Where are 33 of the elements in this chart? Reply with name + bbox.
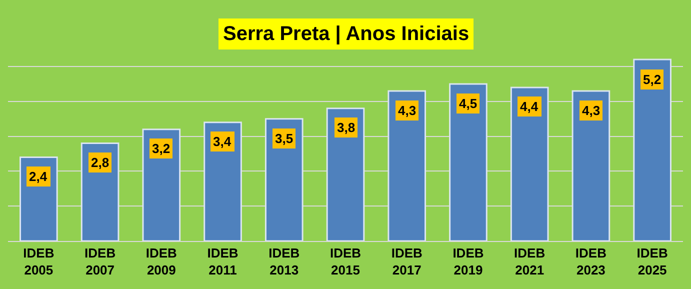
data-label: 4,4 bbox=[520, 99, 539, 114]
data-label: 3,4 bbox=[213, 134, 232, 149]
bar bbox=[142, 128, 181, 241]
bar bbox=[388, 90, 426, 241]
x-tick-label: IDEB 2019 bbox=[452, 246, 484, 278]
bar bbox=[326, 108, 365, 241]
data-label: 3,8 bbox=[337, 120, 356, 135]
bar bbox=[80, 142, 120, 241]
x-tick-label: IDEB 2023 bbox=[575, 246, 606, 278]
data-label: 2,4 bbox=[29, 169, 48, 184]
bar bbox=[510, 86, 549, 241]
bar bbox=[264, 118, 304, 241]
x-tick-label: IDEB 2025 bbox=[636, 246, 668, 278]
chart-title: Serra Preta | Anos Iniciais bbox=[223, 23, 470, 45]
x-tick-label: IDEB 2011 bbox=[207, 246, 238, 278]
x-tick-label: IDEB 2007 bbox=[84, 246, 116, 278]
x-tick-label: IDEB 2013 bbox=[268, 246, 300, 278]
x-tick-label: IDEB 2009 bbox=[146, 246, 177, 278]
data-label: 3,2 bbox=[152, 141, 170, 156]
x-tick-label: IDEB 2005 bbox=[23, 246, 54, 278]
data-label: 3,5 bbox=[275, 131, 294, 146]
x-tick-label: IDEB 2015 bbox=[330, 246, 362, 278]
bar bbox=[449, 83, 488, 241]
bar bbox=[204, 122, 242, 241]
bar bbox=[572, 90, 610, 241]
bar bbox=[633, 58, 672, 241]
data-label: 2,8 bbox=[91, 155, 110, 170]
x-tick-label: IDEB 2021 bbox=[514, 246, 546, 278]
x-tick-label: IDEB 2017 bbox=[391, 246, 422, 278]
data-label: 4,5 bbox=[459, 96, 478, 111]
data-label: 4,3 bbox=[582, 103, 600, 118]
data-label: 4,3 bbox=[398, 103, 416, 118]
data-label: 5,2 bbox=[643, 72, 662, 87]
